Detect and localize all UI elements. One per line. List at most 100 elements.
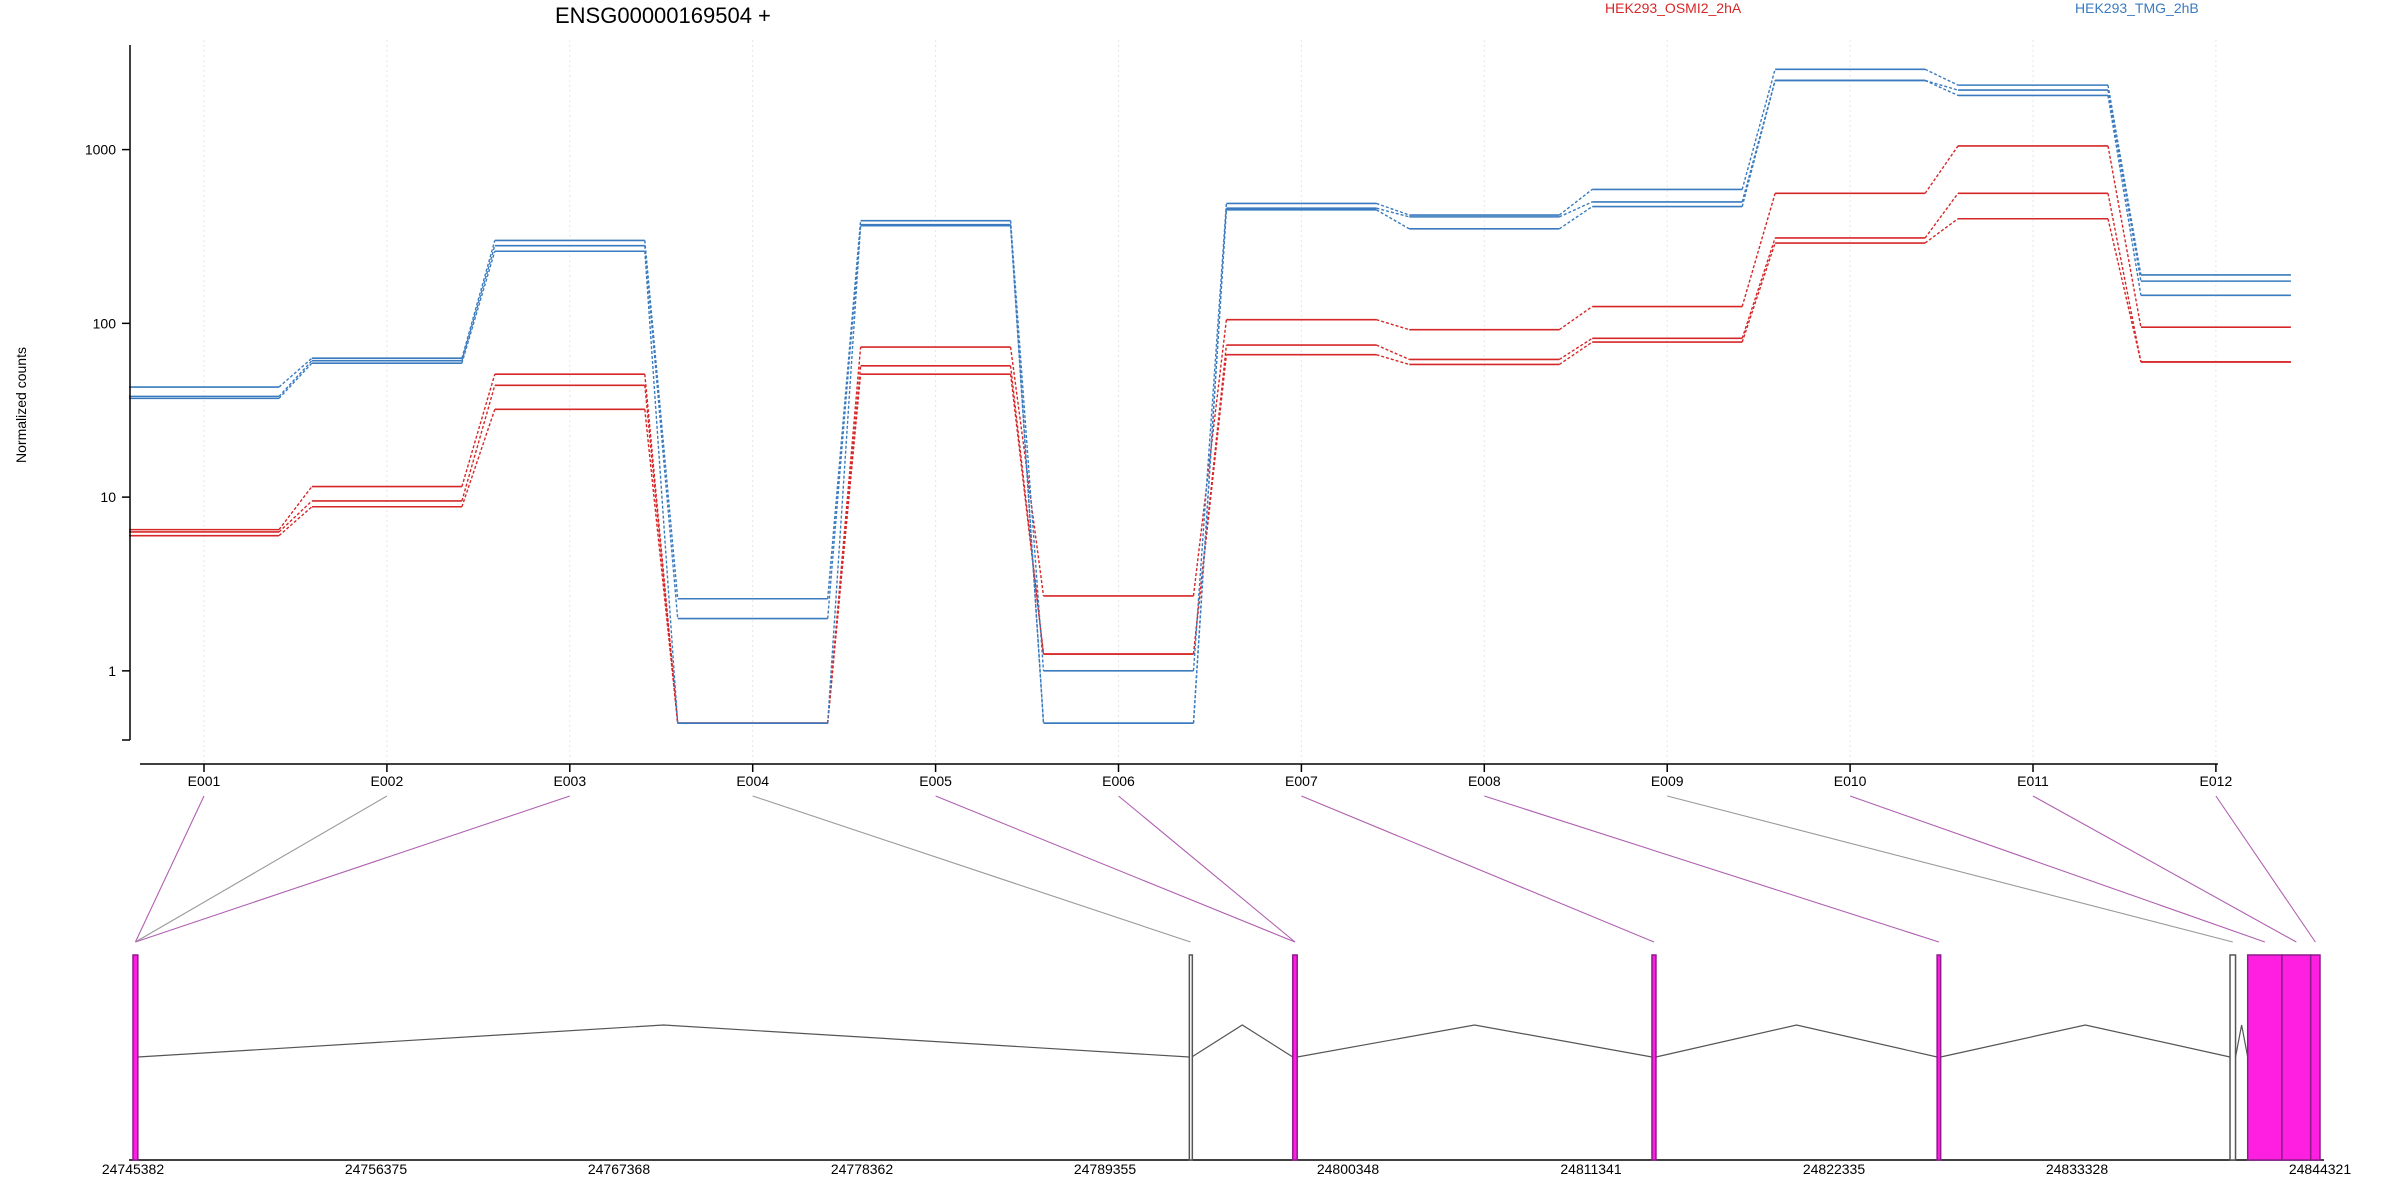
series-6-connector-11 [2107, 95, 2142, 296]
y-axis-label: Normalized counts [13, 347, 29, 463]
series-5-connector-1 [278, 360, 313, 397]
gridlines [203, 40, 2217, 764]
series-6-connector-5 [1009, 225, 1045, 724]
connector-e006 [1118, 795, 1296, 943]
intron-5 [1940, 1024, 2231, 1058]
genomic-coordinates: 24745382 24756375 24767368 24778362 24789355… [102, 1161, 2352, 1177]
legend-osmi2: HEK293_OSMI2_2hA [1605, 0, 1742, 16]
series-6-connector-7 [1376, 209, 1410, 230]
x-tick-label-e002: E002 [371, 773, 404, 789]
series-1-connector-10 [1924, 145, 1959, 194]
exon-box-e011 [2281, 954, 2312, 1161]
series-5-connector-7 [1376, 207, 1410, 218]
series-1-connector-6 [1192, 319, 1228, 596]
exon-box-e004 [1188, 954, 1194, 1161]
series-3-connector-10 [1924, 218, 1959, 244]
connector-e003 [135, 795, 570, 943]
series-4-connector-8 [1558, 188, 1593, 216]
intron-1 [137, 1024, 1190, 1058]
series-4-connector-11 [2107, 85, 2142, 276]
series-3-connector-6 [1192, 354, 1228, 655]
x-tick-label-e007: E007 [1285, 773, 1318, 789]
y-ticks: 1 10 100 1000 [85, 142, 130, 741]
coordinate-label-4: 24778362 [831, 1161, 894, 1177]
chart-title: ENSG00000169504 + [555, 3, 771, 28]
series-3-connector-1 [278, 506, 313, 537]
y-tick-label-1: 1 [108, 663, 116, 679]
series-5-connector-10 [1924, 79, 1959, 91]
coordinate-label-3: 24767368 [588, 1161, 651, 1177]
series-4-connector-6 [1192, 203, 1228, 671]
series-1-connector-2 [461, 373, 496, 487]
exon-connectors [134, 795, 2316, 943]
series-2-connector-1 [278, 500, 313, 533]
series-2-connector-8 [1558, 337, 1593, 361]
series-1-connector-8 [1558, 305, 1593, 331]
series-5 [129, 79, 2291, 724]
connector-e010 [1849, 795, 2266, 943]
series-3-connector-4 [827, 374, 862, 724]
x-tick-label-e010: E010 [1834, 773, 1867, 789]
series-1-connector-11 [2107, 145, 2142, 328]
series-6-connector-3 [644, 251, 679, 724]
series-3-connector-7 [1376, 354, 1410, 366]
series-3-connector-2 [461, 409, 496, 507]
series-2-connector-7 [1376, 344, 1410, 361]
intron-6 [2234, 1024, 2249, 1058]
series-4-connector-7 [1376, 202, 1410, 216]
series-5-connector-4 [827, 224, 862, 619]
x-tick-label-e001: E001 [188, 773, 221, 789]
x-tick-label-e011: E011 [2017, 773, 2049, 789]
series-3-connector-9 [1741, 242, 1776, 343]
connector-e004 [752, 795, 1191, 943]
x-tick-label-e012: E012 [2200, 773, 2233, 789]
series-3-connector-8 [1558, 341, 1593, 366]
series-6-connector-4 [827, 225, 862, 724]
series-4-connector-2 [461, 240, 496, 359]
series-2-connector-11 [2107, 193, 2142, 363]
series-4 [129, 68, 2291, 672]
y-tick-label-1000: 1000 [85, 142, 116, 158]
series-6-connector-9 [1741, 80, 1776, 207]
legend-tmg: HEK293_TMG_2hB [2075, 0, 2199, 16]
coordinate-label-6: 24800348 [1317, 1161, 1380, 1177]
intron-2 [1191, 1024, 1294, 1058]
series-3-connector-5 [1009, 374, 1045, 655]
coordinate-label-8: 24822335 [1803, 1161, 1866, 1177]
series-4-connector-9 [1741, 69, 1776, 190]
coordinate-label-10: 24844321 [2289, 1161, 2352, 1177]
intron-3 [1297, 1024, 1653, 1058]
coordinate-label-2: 24756375 [345, 1161, 408, 1177]
series-2-connector-3 [644, 385, 679, 724]
y-tick-label-100: 100 [93, 315, 117, 331]
series-5-connector-3 [644, 245, 679, 619]
exon-box-e012 [2309, 954, 2321, 1161]
series-6-connector-2 [461, 251, 496, 364]
coordinate-label-5: 24789355 [1074, 1161, 1137, 1177]
count-series [129, 68, 2291, 724]
exon-box-e007 [1651, 954, 1657, 1161]
series-6-connector-6 [1192, 209, 1228, 724]
series-1-connector-7 [1376, 319, 1410, 331]
series-5-connector-8 [1559, 201, 1593, 218]
x-tick-label-e003: E003 [553, 773, 586, 789]
series-2-connector-10 [1924, 192, 1959, 239]
x-tick-label-e006: E006 [1102, 773, 1135, 789]
x-ticks: E001 E002 E003 E004 E005 E006 E007 E008 E009 E010… [188, 764, 2233, 789]
series-6-connector-10 [1924, 79, 1959, 97]
coordinate-label-1: 24745382 [102, 1161, 165, 1177]
x-tick-label-e005: E005 [919, 773, 952, 789]
coordinate-label-7: 24811341 [1560, 1161, 1621, 1177]
series-3-connector-3 [644, 409, 679, 724]
x-tick-label-e009: E009 [1651, 773, 1684, 789]
connector-e009 [1667, 795, 2233, 943]
gene-model [129, 954, 2324, 1161]
connector-e007 [1301, 795, 1655, 943]
series-4-connector-10 [1924, 68, 1959, 86]
series-1-connector-1 [278, 486, 313, 531]
exon-box-e001-e002-e003 [132, 954, 139, 1161]
connector-e012 [2215, 795, 2316, 943]
series-6 [129, 79, 2291, 724]
coordinate-label-9: 24833328 [2046, 1161, 2109, 1177]
